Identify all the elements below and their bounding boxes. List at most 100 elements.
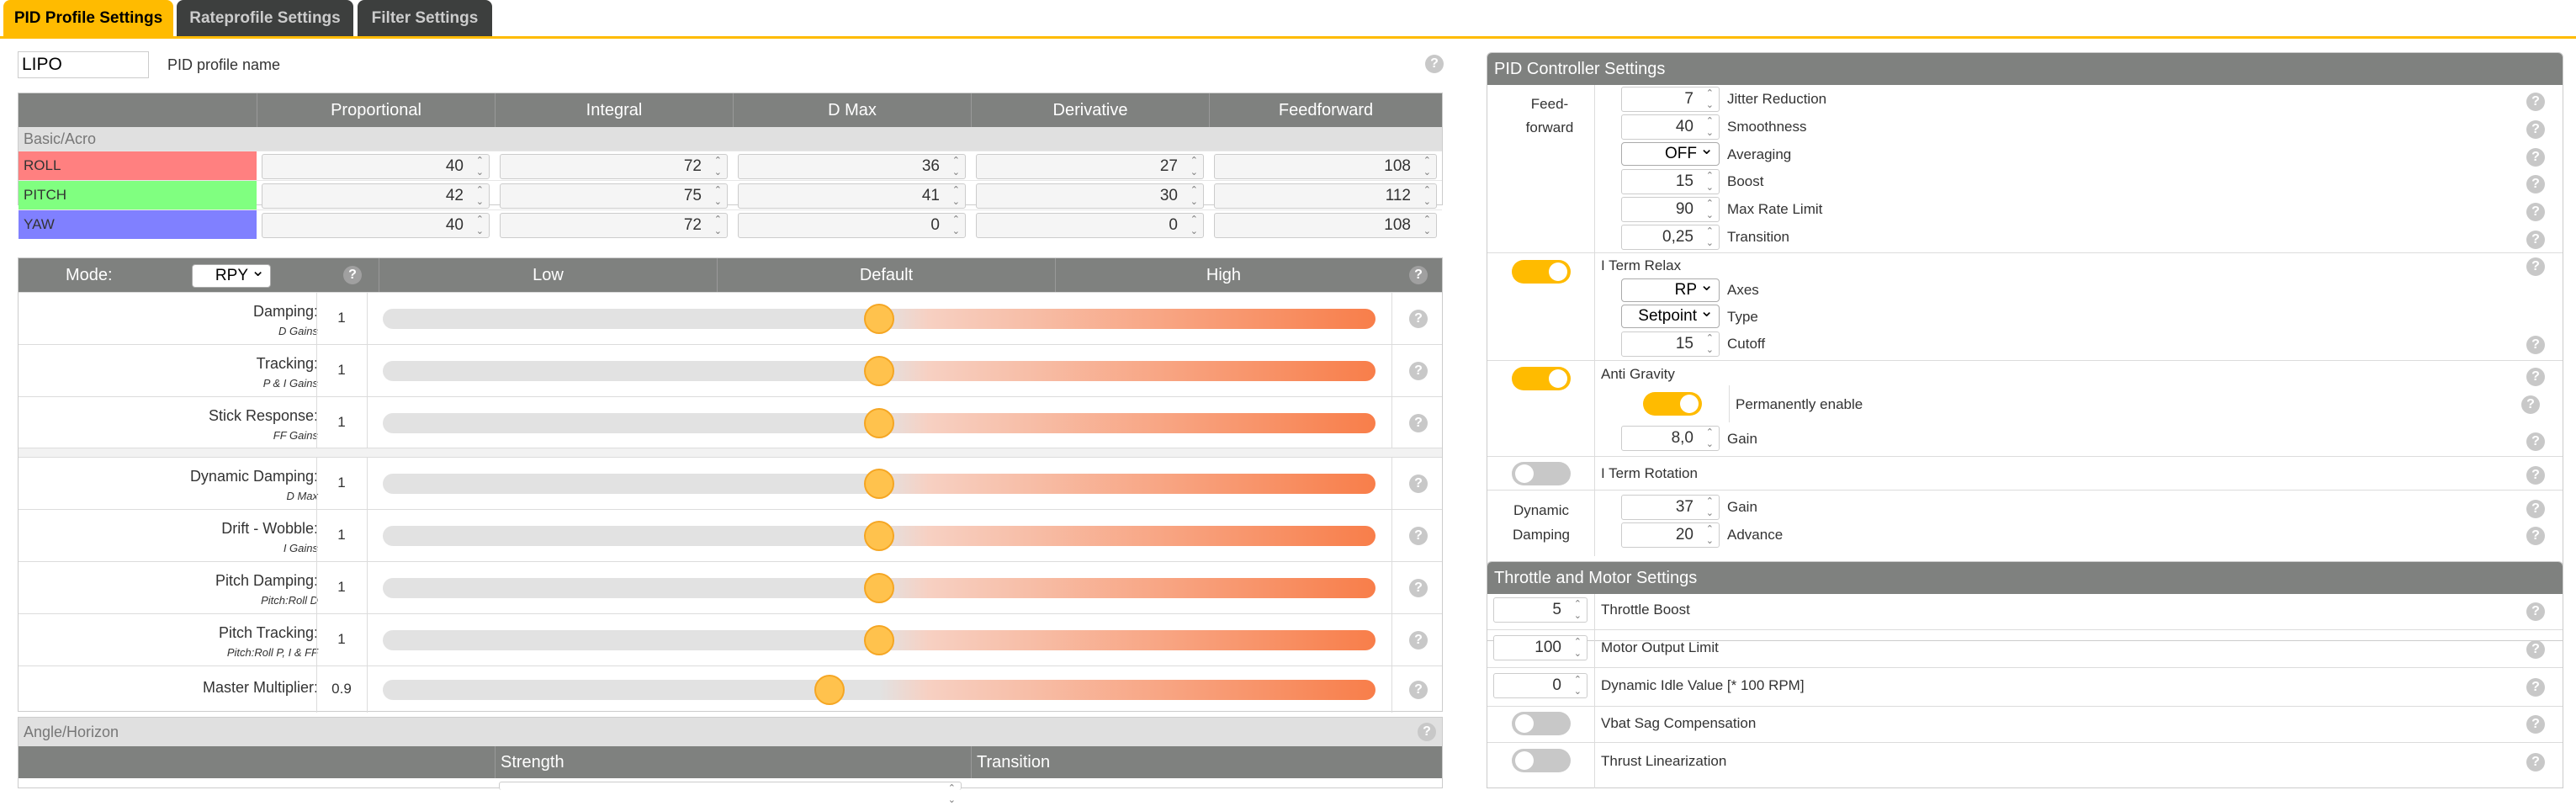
- pid-value-input[interactable]: 40: [262, 154, 490, 179]
- pid-controller-title: PID Controller Settings: [1487, 53, 2563, 85]
- mode-select[interactable]: RPY: [192, 260, 271, 288]
- pid-value-input[interactable]: 0: [976, 213, 1204, 238]
- throttle-panel: Throttle and Motor Settings: [1487, 561, 2563, 788]
- dyn-damping-advance-input[interactable]: 20: [1621, 522, 1720, 548]
- slider-track[interactable]: [383, 469, 1375, 499]
- throttle-input[interactable]: 0: [1493, 673, 1587, 698]
- throttle-input[interactable]: 5: [1493, 597, 1587, 623]
- pid-value-input[interactable]: 108: [1214, 154, 1437, 179]
- slider-track[interactable]: [383, 304, 1375, 334]
- help-icon[interactable]: ?: [2526, 432, 2545, 451]
- slider-track[interactable]: [383, 521, 1375, 551]
- help-icon[interactable]: ?: [2526, 678, 2545, 697]
- help-icon[interactable]: ?: [2526, 500, 2545, 518]
- slider-handle[interactable]: [814, 675, 845, 705]
- slider-track[interactable]: [383, 573, 1375, 603]
- help-icon[interactable]: ?: [1409, 681, 1428, 699]
- averaging-select[interactable]: OFF: [1621, 138, 1720, 166]
- throttle-input[interactable]: 100: [1493, 635, 1587, 660]
- divider: [367, 510, 368, 561]
- help-icon[interactable]: ?: [1409, 475, 1428, 493]
- slider-handle[interactable]: [864, 356, 894, 386]
- help-icon[interactable]: ?: [2526, 120, 2545, 139]
- iterm-relax-label: I Term Relax: [1601, 257, 1682, 273]
- help-icon[interactable]: ?: [1409, 579, 1428, 597]
- anti-gravity-gain-input[interactable]: 8,0: [1621, 426, 1720, 451]
- feedforward-input[interactable]: 90: [1621, 197, 1720, 222]
- help-icon[interactable]: ?: [2526, 175, 2545, 194]
- iterm-relax-toggle[interactable]: [1512, 260, 1571, 284]
- tab-rateprofile[interactable]: Rateprofile Settings: [177, 0, 353, 36]
- divider: [316, 345, 317, 396]
- help-icon[interactable]: ?: [1409, 527, 1428, 545]
- pid-value-input[interactable]: 75: [500, 183, 728, 209]
- help-icon[interactable]: ?: [1409, 414, 1428, 432]
- pid-value-input[interactable]: 40: [262, 213, 490, 238]
- feedforward-input[interactable]: 0,25: [1621, 225, 1720, 250]
- help-icon[interactable]: ?: [1409, 266, 1428, 284]
- feedforward-input[interactable]: 40: [1621, 114, 1720, 140]
- slider-track[interactable]: [383, 625, 1375, 655]
- iterm-relax-cutoff-input[interactable]: 15: [1621, 331, 1720, 357]
- angle-horizon-panel: Angle/Horizon ? Strength Transition: [18, 717, 1443, 806]
- help-icon[interactable]: ?: [2526, 640, 2545, 659]
- angle-strength-input[interactable]: [499, 782, 962, 806]
- help-icon[interactable]: ?: [1409, 631, 1428, 650]
- iterm-rotation-toggle[interactable]: [1512, 462, 1571, 485]
- slider-sublabel: I Gains: [283, 542, 318, 554]
- pid-value-input[interactable]: 108: [1214, 213, 1437, 238]
- iterm-relax-axes-select[interactable]: RP: [1621, 274, 1720, 302]
- help-icon[interactable]: ?: [1409, 362, 1428, 380]
- help-icon[interactable]: ?: [2526, 753, 2545, 772]
- vbat-sag-toggle[interactable]: [1512, 712, 1571, 735]
- tab-pid-profile[interactable]: PID Profile Settings: [3, 0, 173, 36]
- slider-handle[interactable]: [864, 573, 894, 603]
- slider-handle[interactable]: [864, 625, 894, 655]
- help-icon[interactable]: ?: [1425, 55, 1444, 73]
- help-icon[interactable]: ?: [1409, 310, 1428, 328]
- slider-handle[interactable]: [864, 521, 894, 551]
- pid-value-input[interactable]: 41: [738, 183, 966, 209]
- slider-track[interactable]: [383, 408, 1375, 438]
- slider-track[interactable]: [383, 356, 1375, 386]
- help-icon[interactable]: ?: [2526, 715, 2545, 734]
- thrust-linearization-toggle[interactable]: [1512, 749, 1571, 772]
- help-icon[interactable]: ?: [2526, 466, 2545, 485]
- pid-value-input[interactable]: 42: [262, 183, 490, 209]
- help-icon[interactable]: ?: [2526, 203, 2545, 221]
- pid-value-input[interactable]: 36: [738, 154, 966, 179]
- pid-value-input[interactable]: 112: [1214, 183, 1437, 209]
- help-icon[interactable]: ?: [2526, 602, 2545, 621]
- anti-gravity-toggle[interactable]: [1512, 367, 1571, 390]
- divider: [1391, 614, 1392, 665]
- anti-gravity-permanent-toggle[interactable]: [1643, 392, 1702, 416]
- pid-value-input[interactable]: 0: [738, 213, 966, 238]
- slider-sublabel: FF Gains: [273, 429, 318, 442]
- feedforward-input[interactable]: 7: [1621, 87, 1720, 112]
- help-icon[interactable]: ?: [2526, 231, 2545, 249]
- help-icon[interactable]: ?: [343, 266, 362, 284]
- slider-handle[interactable]: [864, 469, 894, 499]
- tab-filter[interactable]: Filter Settings: [358, 0, 492, 36]
- help-icon[interactable]: ?: [2521, 395, 2540, 414]
- pid-value-input[interactable]: 27: [976, 154, 1204, 179]
- slider-handle[interactable]: [864, 304, 894, 334]
- help-icon[interactable]: ?: [2526, 527, 2545, 545]
- dyn-damping-gain-input[interactable]: 37: [1621, 495, 1720, 520]
- help-icon[interactable]: ?: [2526, 336, 2545, 354]
- pid-value-input[interactable]: 72: [500, 154, 728, 179]
- help-icon[interactable]: ?: [2526, 368, 2545, 386]
- help-icon[interactable]: ?: [2526, 257, 2545, 276]
- profile-name-input[interactable]: LIPO: [18, 51, 149, 78]
- slider-handle[interactable]: [864, 408, 894, 438]
- pid-value-input[interactable]: 72: [500, 213, 728, 238]
- help-icon[interactable]: ?: [2526, 148, 2545, 167]
- slider-value: 1: [337, 362, 346, 378]
- feedforward-input[interactable]: 15: [1621, 169, 1720, 194]
- pid-value-input[interactable]: 30: [976, 183, 1204, 209]
- slider-label: Pitch Damping:: [215, 572, 318, 589]
- iterm-relax-type-select[interactable]: Setpoint: [1621, 300, 1720, 328]
- help-icon[interactable]: ?: [1418, 723, 1436, 741]
- slider-track[interactable]: [383, 675, 1375, 705]
- help-icon[interactable]: ?: [2526, 93, 2545, 111]
